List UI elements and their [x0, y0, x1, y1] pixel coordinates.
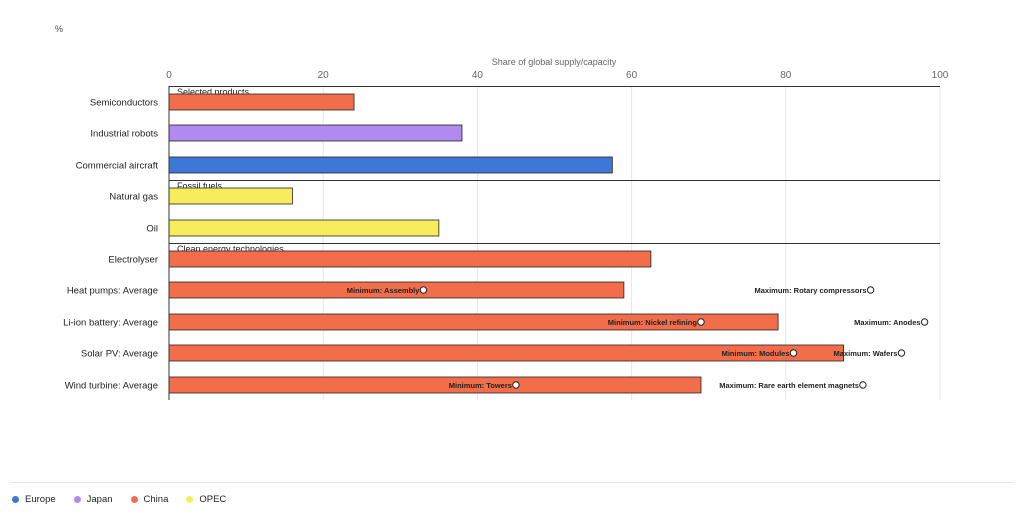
x-tick-label: 60 — [626, 70, 638, 81]
annotation-marker — [512, 381, 520, 389]
annotation-label: Minimum: Assembly — [347, 286, 420, 295]
legend-label: Europe — [25, 494, 56, 505]
annotation-marker — [789, 349, 798, 357]
annotation-label: Maximum: Anodes — [854, 318, 920, 327]
bar — [168, 376, 702, 394]
category-label: Commercial aircraft — [76, 161, 159, 172]
annotation-marker — [859, 381, 867, 389]
legend-label: Japan — [86, 494, 113, 505]
legend-item[interactable]: Japan — [73, 494, 113, 505]
category-labels: Semiconductors Industrial robots Commercia… — [63, 98, 158, 392]
legend-label: China — [143, 494, 169, 505]
category-label: Li-ion battery: Average — [63, 318, 158, 329]
annotation-label: Maximum: Rotary compressors — [754, 286, 866, 295]
annotation-marker — [920, 318, 929, 326]
annotations: Minimum: Assembly Maximum: Rotary compres… — [347, 286, 929, 390]
group-label: Clean energy technologies — [177, 244, 284, 254]
category-label: Heat pumps: Average — [67, 286, 158, 297]
category-label: Natural gas — [109, 192, 158, 203]
legend-swatch — [73, 496, 81, 503]
group-label: Fossil fuels — [177, 181, 223, 191]
annotation-marker — [866, 286, 875, 294]
category-label: Wind turbine: Average — [65, 381, 158, 392]
bar — [168, 250, 652, 268]
legend-divider — [10, 482, 1014, 483]
group-label: Selected products — [177, 87, 250, 97]
x-tick-label: 20 — [318, 70, 330, 81]
annotation-marker — [897, 349, 906, 357]
bars — [168, 93, 845, 394]
bar — [168, 219, 440, 237]
legend-swatch — [130, 496, 138, 503]
bar — [168, 124, 463, 142]
annotation-marker — [697, 318, 705, 326]
annotation-label: Maximum: Rare earth element magnets — [719, 381, 859, 390]
group-separators: Selected products Fossil fuels Clean energ… — [169, 86, 940, 254]
x-tick-label: 100 — [932, 70, 949, 81]
bar-chart: % Share of global supply/capacity 0 20 40 6… — [55, 24, 949, 400]
legend-swatch — [186, 496, 194, 503]
legend-label: OPEC — [199, 494, 227, 505]
x-axis-ticks: 0 20 40 60 80 100 — [166, 70, 949, 81]
bar — [168, 93, 355, 111]
legend: Europe Japan China OPEC — [12, 494, 226, 505]
category-label: Electrolyser — [108, 255, 158, 266]
category-label: Industrial robots — [90, 129, 158, 140]
category-label: Oil — [146, 224, 158, 235]
x-tick-label: 0 — [166, 70, 172, 81]
category-label: Solar PV: Average — [81, 349, 158, 360]
legend-item[interactable]: China — [130, 494, 169, 505]
annotation-label: Minimum: Towers — [449, 381, 512, 390]
annotation-label: Minimum: Nickel refining — [608, 318, 698, 327]
legend-item[interactable]: OPEC — [186, 494, 226, 505]
category-label: Semiconductors — [90, 98, 158, 109]
legend-item[interactable]: Europe — [12, 494, 56, 505]
legend-swatch — [12, 496, 19, 503]
annotation-label: Minimum: Modules — [722, 349, 790, 358]
annotation-marker — [419, 286, 428, 294]
unit-label: % — [55, 24, 63, 34]
bar — [168, 156, 613, 174]
x-axis-title: Share of global supply/capacity — [492, 57, 617, 67]
x-tick-label: 40 — [472, 70, 484, 81]
x-tick-label: 80 — [780, 70, 792, 81]
annotation-label: Maximum: Wafers — [834, 349, 898, 358]
bar — [168, 187, 293, 205]
